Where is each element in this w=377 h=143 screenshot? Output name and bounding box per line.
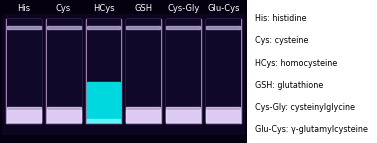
Bar	[6, 19, 41, 123]
Text: His: histidine: His: histidine	[255, 14, 306, 23]
Bar	[87, 82, 120, 122]
Bar	[126, 19, 161, 123]
Bar	[166, 19, 200, 122]
Bar	[166, 26, 200, 29]
Bar	[7, 26, 41, 29]
Bar	[206, 19, 240, 122]
Bar	[7, 19, 41, 122]
Bar	[166, 107, 200, 122]
Bar	[127, 26, 160, 29]
Bar	[206, 26, 240, 29]
Bar	[7, 110, 41, 122]
Bar	[87, 19, 120, 122]
Bar	[86, 19, 121, 123]
Bar	[47, 26, 81, 29]
Bar	[47, 107, 81, 122]
Bar	[127, 110, 160, 122]
Bar	[166, 19, 201, 123]
Text: Cys: cysteine: Cys: cysteine	[255, 36, 308, 45]
Bar	[47, 110, 81, 122]
Bar	[87, 26, 120, 29]
Bar	[166, 110, 200, 122]
Text: HCys: HCys	[93, 4, 114, 13]
Bar	[206, 107, 240, 122]
Bar	[206, 19, 241, 123]
Bar	[206, 110, 240, 122]
Text: Glu-Cys: γ-glutamylcysteine: Glu-Cys: γ-glutamylcysteine	[255, 125, 368, 134]
Bar	[46, 19, 81, 123]
Bar	[47, 19, 81, 122]
Text: HCys: homocysteine: HCys: homocysteine	[255, 58, 337, 67]
Text: Cys: Cys	[56, 4, 71, 13]
Text: Cys-Gly: cysteinylglycine: Cys-Gly: cysteinylglycine	[255, 103, 355, 112]
Bar	[87, 119, 120, 122]
Text: Cys-Gly: Cys-Gly	[167, 4, 199, 13]
Bar	[7, 107, 41, 122]
Bar	[87, 110, 120, 122]
Text: GSH: glutathione: GSH: glutathione	[255, 81, 323, 90]
Text: Glu-Cys: Glu-Cys	[207, 4, 239, 13]
Bar	[127, 107, 160, 122]
Bar	[127, 19, 160, 122]
Bar	[3, 14, 244, 134]
Text: His: His	[17, 4, 30, 13]
Text: GSH: GSH	[134, 4, 152, 13]
